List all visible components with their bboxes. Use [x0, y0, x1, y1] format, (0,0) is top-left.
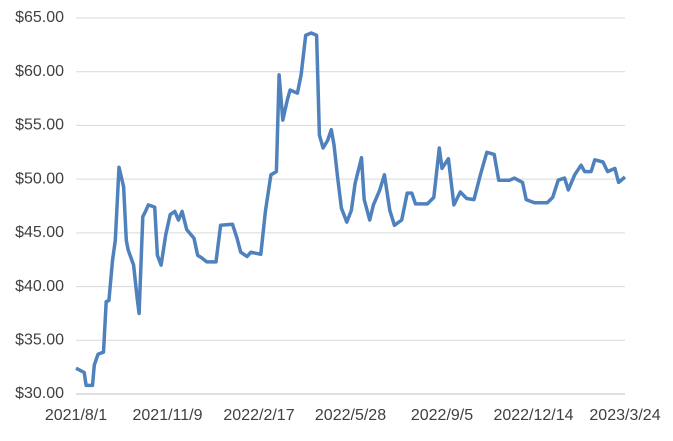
x-tick-label: 2023/3/24: [589, 407, 660, 424]
y-tick-label: $60.00: [15, 63, 64, 80]
y-tick-label: $65.00: [15, 9, 64, 26]
y-tick-label: $45.00: [15, 224, 64, 241]
y-tick-label: $55.00: [15, 117, 64, 134]
y-tick-label: $40.00: [15, 278, 64, 295]
price-line: [75, 31, 627, 388]
x-tick-label: 2021/11/9: [133, 407, 203, 424]
x-tick-label: 2022/2/17: [223, 407, 294, 424]
y-tick-label: $30.00: [15, 385, 64, 402]
x-tick-label: 2022/9/5: [411, 407, 473, 424]
x-tick-label: 2022/12/14: [493, 407, 573, 424]
x-tick-label: 2021/8/1: [45, 407, 107, 424]
y-tick-label: $50.00: [15, 170, 64, 187]
x-tick-label: 2022/5/28: [315, 407, 386, 424]
y-tick-label: $35.00: [15, 332, 64, 349]
